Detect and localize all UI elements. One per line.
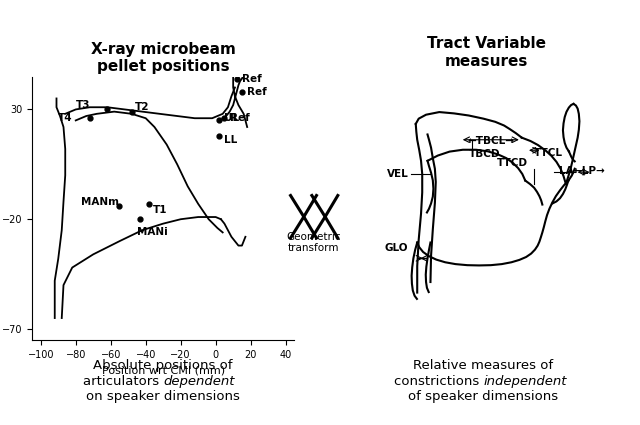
Text: Ref: Ref bbox=[230, 113, 250, 123]
Text: ←TBCL→: ←TBCL→ bbox=[467, 136, 515, 146]
Text: constrictions: constrictions bbox=[394, 375, 483, 388]
Text: TTCD: TTCD bbox=[497, 158, 528, 168]
Text: independent: independent bbox=[483, 375, 566, 388]
Text: TTCL: TTCL bbox=[534, 148, 563, 158]
Text: Ref: Ref bbox=[242, 74, 262, 84]
Text: MANi: MANi bbox=[137, 227, 168, 238]
Title: X-ray microbeam
pellet positions: X-ray microbeam pellet positions bbox=[91, 42, 236, 74]
Text: Relative measures of: Relative measures of bbox=[413, 359, 553, 372]
Text: Geometric
transform: Geometric transform bbox=[286, 232, 341, 253]
Text: LL: LL bbox=[225, 135, 237, 145]
Text: articulators: articulators bbox=[83, 375, 163, 388]
Text: MANm: MANm bbox=[81, 197, 119, 207]
Text: TBCD: TBCD bbox=[468, 149, 500, 159]
Text: GLO: GLO bbox=[385, 243, 408, 253]
Text: of speaker dimensions: of speaker dimensions bbox=[408, 390, 558, 403]
X-axis label: Position wrt CMI (mm): Position wrt CMI (mm) bbox=[102, 365, 225, 375]
Text: T2: T2 bbox=[135, 102, 150, 112]
Text: UL: UL bbox=[225, 113, 239, 123]
Text: LA: LA bbox=[559, 166, 573, 176]
Text: T4: T4 bbox=[58, 113, 73, 123]
Text: T3: T3 bbox=[76, 100, 90, 110]
Text: on speaker dimensions: on speaker dimensions bbox=[86, 390, 240, 403]
Text: ←LP→: ←LP→ bbox=[573, 166, 605, 176]
Text: Ref: Ref bbox=[247, 87, 267, 97]
Text: T1: T1 bbox=[153, 205, 167, 215]
Text: VEL: VEL bbox=[387, 169, 408, 179]
Text: Absolute positions of: Absolute positions of bbox=[93, 359, 233, 372]
Text: dependent: dependent bbox=[163, 375, 235, 388]
Text: Tract Variable
measures: Tract Variable measures bbox=[427, 36, 546, 68]
